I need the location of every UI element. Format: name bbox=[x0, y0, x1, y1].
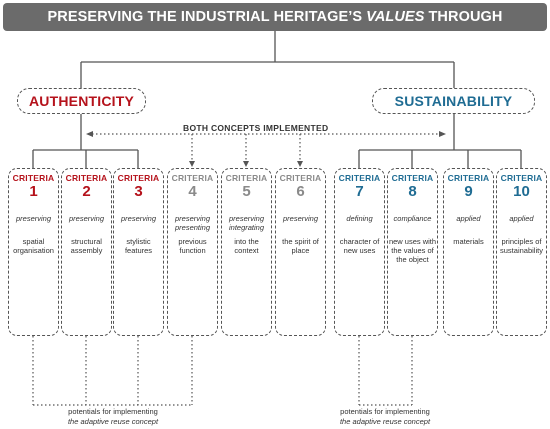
criteria-label: CRITERIA bbox=[12, 173, 55, 183]
criteria-label: CRITERIA bbox=[117, 173, 160, 183]
title-text-before: PRESERVING THE INDUSTRIAL HERITAGE’S bbox=[47, 9, 363, 25]
criteria-verb: defining bbox=[346, 214, 373, 223]
arrow-left-icon bbox=[86, 131, 93, 137]
criteria-verb: compliance bbox=[393, 214, 432, 223]
criteria-verb: preserving bbox=[282, 214, 319, 223]
criteria-card-7: CRITERIA 7 defining character of new use… bbox=[334, 168, 385, 336]
criteria-object: the spirit of place bbox=[282, 237, 319, 255]
arrow-right-icon bbox=[439, 131, 446, 137]
criteria-verb: preserving bbox=[15, 214, 52, 223]
criteria-card-8: CRITERIA 8 compliance new uses with the … bbox=[387, 168, 438, 336]
criteria-verb: preserving bbox=[68, 214, 105, 223]
criteria-number: 10 bbox=[513, 183, 530, 200]
criteria-number: 5 bbox=[242, 183, 251, 200]
criteria-label: CRITERIA bbox=[225, 173, 268, 183]
criteria-card-9: CRITERIA 9 applied materials bbox=[443, 168, 494, 336]
criteria-object: spatial organisation bbox=[13, 237, 54, 255]
criteria-label: CRITERIA bbox=[171, 173, 214, 183]
criteria-number: 7 bbox=[355, 183, 364, 200]
criteria-card-4: CRITERIA 4 preserving presenting previou… bbox=[167, 168, 218, 336]
criteria-verb: preserving presenting bbox=[174, 214, 211, 232]
criteria-verb: applied bbox=[509, 214, 534, 223]
arrow-down-icon bbox=[189, 161, 195, 167]
criteria-card-1: CRITERIA 1 preserving spatial organisati… bbox=[8, 168, 59, 336]
criteria-card-2: CRITERIA 2 preserving structural assembl… bbox=[61, 168, 112, 336]
both-concepts-label: BOTH CONCEPTS IMPLEMENTED bbox=[180, 123, 332, 133]
authenticity-concept: AUTHENTICITY bbox=[17, 88, 146, 114]
criteria-card-3: CRITERIA 3 preserving stylistic features bbox=[113, 168, 164, 336]
criteria-number: 9 bbox=[464, 183, 473, 200]
note-line: potentials for implementing bbox=[68, 407, 158, 416]
note-line: potentials for implementing bbox=[340, 407, 430, 416]
criteria-object: principles of sustainability bbox=[500, 237, 543, 255]
criteria-label: CRITERIA bbox=[391, 173, 434, 183]
criteria-label: CRITERIA bbox=[65, 173, 108, 183]
criteria-number: 1 bbox=[29, 183, 38, 200]
criteria-card-5: CRITERIA 5 preserving integrating into t… bbox=[221, 168, 272, 336]
criteria-number: 3 bbox=[134, 183, 143, 200]
criteria-object: materials bbox=[453, 237, 484, 246]
criteria-object: structural assembly bbox=[70, 237, 103, 255]
criteria-label: CRITERIA bbox=[447, 173, 490, 183]
right-bracket-note: potentials for implementing the adaptive… bbox=[302, 407, 468, 427]
criteria-object: previous function bbox=[178, 237, 207, 255]
criteria-number: 4 bbox=[188, 183, 197, 200]
title-text-after: THROUGH bbox=[428, 9, 503, 25]
criteria-number: 6 bbox=[296, 183, 305, 200]
note-emphasis: the adaptive reuse concept bbox=[339, 417, 431, 426]
criteria-object: into the context bbox=[234, 237, 259, 255]
note-emphasis: the adaptive reuse concept bbox=[67, 417, 159, 426]
criteria-label: CRITERIA bbox=[279, 173, 322, 183]
left-bracket-note: potentials for implementing the adaptive… bbox=[30, 407, 196, 427]
criteria-number: 8 bbox=[408, 183, 417, 200]
arrow-down-icon bbox=[297, 161, 303, 167]
sustainability-concept: SUSTAINABILITY bbox=[372, 88, 535, 114]
criteria-object: new uses with the values of the object bbox=[388, 237, 437, 264]
diagram-title: PRESERVING THE INDUSTRIAL HERITAGE’S VAL… bbox=[3, 3, 547, 31]
criteria-number: 2 bbox=[82, 183, 91, 200]
criteria-verb: applied bbox=[456, 214, 481, 223]
criteria-label: CRITERIA bbox=[338, 173, 381, 183]
criteria-card-10: CRITERIA 10 applied principles of sustai… bbox=[496, 168, 547, 336]
criteria-object: character of new uses bbox=[339, 237, 380, 255]
criteria-verb: preserving integrating bbox=[228, 214, 265, 232]
criteria-label: CRITERIA bbox=[500, 173, 543, 183]
criteria-object: stylistic features bbox=[124, 237, 153, 255]
criteria-card-6: CRITERIA 6 preserving the spirit of plac… bbox=[275, 168, 326, 336]
arrow-down-icon bbox=[243, 161, 249, 167]
criteria-verb: preserving bbox=[120, 214, 157, 223]
title-text-emphasis: VALUES bbox=[366, 9, 425, 25]
